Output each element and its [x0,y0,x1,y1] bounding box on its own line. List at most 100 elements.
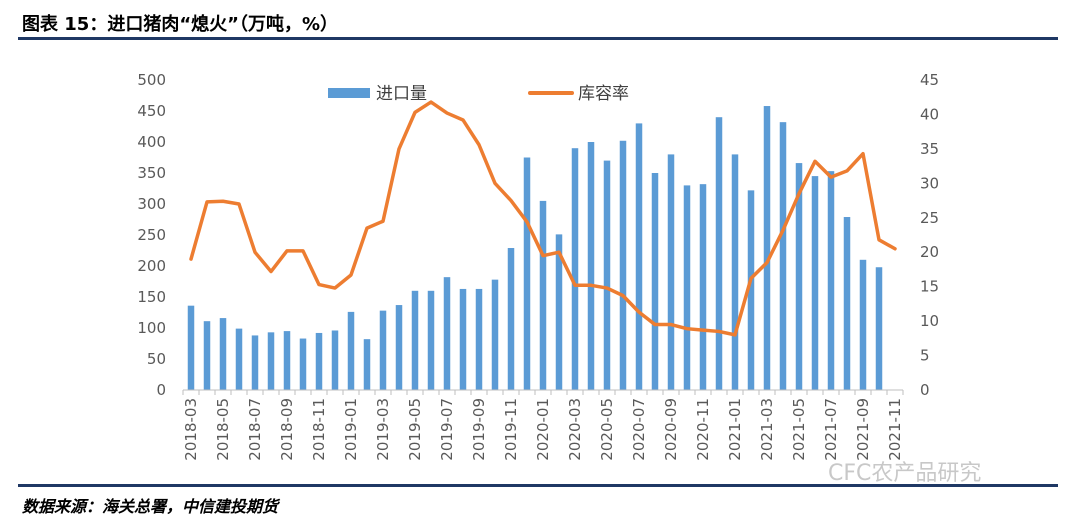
x-tick-label: 2021-09 [854,398,872,461]
bar-2021-09 [859,259,867,390]
bar-2018-05 [219,318,227,390]
bar-2020-01 [539,200,547,390]
x-tick-label: 2018-07 [246,398,264,461]
x-tick-label: 2021-07 [822,398,840,461]
bar-2019-01 [347,311,355,390]
y-left-tick-label: 450 [137,102,166,120]
y-right-tick-label: 35 [920,140,939,158]
bar-2019-11 [507,248,515,390]
bar-2021-10 [875,267,883,390]
bar-2020-09 [667,154,675,390]
legend: 进口量 库容率 [328,84,629,104]
bar-2020-04 [587,142,595,390]
bar-2018-07 [251,335,259,390]
y-right-tick-label: 5 [920,347,930,365]
axes [182,389,904,395]
legend-label-line: 库容率 [578,84,629,104]
bar-2019-08 [459,288,467,390]
x-tick-label: 2020-11 [694,398,712,461]
source-note: 数据来源：海关总署，中信建投期货 [22,497,279,516]
bar-2019-04 [395,305,403,390]
y-right-tick-label: 20 [920,243,939,261]
legend-swatch-bar [328,88,370,98]
bar-2021-04 [779,122,787,390]
y-right-tick-label: 10 [920,312,939,330]
x-tick-label: 2021-03 [758,398,776,461]
top-rule [18,37,1058,40]
x-tick-label: 2020-05 [598,398,616,461]
bar-2021-01 [731,154,739,390]
y-right-tick-label: 25 [920,209,939,227]
bar-2021-05 [795,163,803,390]
bar-2018-12 [331,330,339,390]
bar-2021-02 [747,190,755,390]
x-tick-label: 2018-11 [310,398,328,461]
figure-title: 图表 15：进口猪肉“熄火”（万吨，%） [22,14,339,35]
y-left-tick-label: 250 [137,226,166,244]
x-tick-label: 2020-09 [662,398,680,461]
watermark: CFC农产品研究 [828,461,982,486]
bar-2019-07 [443,277,451,390]
bar-2020-11 [699,184,707,390]
x-tick-label: 2020-01 [534,398,552,461]
bar-2020-08 [651,173,659,390]
x-tick-label: 2018-03 [182,398,200,461]
bar-2020-07 [635,123,643,391]
x-tick-label: 2019-05 [406,398,424,461]
bar-2020-05 [603,160,611,390]
x-tick-label: 2019-01 [342,398,360,461]
bar-2019-03 [379,310,387,390]
bar-2020-10 [683,185,691,390]
x-tick-label: 2021-01 [726,398,744,461]
y-left-tick-label: 0 [156,381,166,399]
bar-2021-06 [811,176,819,390]
bar-2020-03 [571,148,579,390]
y-left-tick-label: 150 [137,288,166,306]
bar-2018-09 [283,331,291,390]
bar-2021-08 [843,217,851,390]
y-right-tick-label: 40 [920,105,939,123]
x-tick-label: 2021-05 [790,398,808,461]
x-tick-label: 2019-09 [470,398,488,461]
x-tick-label: 2020-03 [566,398,584,461]
bar-2018-04 [203,321,211,390]
bar-2020-06 [619,140,627,390]
bar-2018-08 [267,332,275,390]
bar-2020-12 [715,117,723,390]
bar-2019-10 [491,279,499,390]
line-series-capacity [189,100,897,337]
bar-2018-10 [299,338,307,390]
bar-2020-02 [555,234,563,390]
tick-labels: 0 50 100 150 200 250 300 350 400 450 500 0 5 10 15 20 25… [137,71,939,461]
y-left-tick-label: 200 [137,257,166,275]
y-right-tick-label: 15 [920,278,939,296]
bottom-rule [18,484,1058,487]
y-right-tick-label: 0 [920,381,930,399]
bar-2019-05 [411,290,419,390]
bar-2019-12 [523,157,531,390]
bar-2019-06 [427,290,435,390]
bar-2018-03 [187,305,195,390]
y-left-tick-label: 500 [137,71,166,89]
line-capacity-rate [189,100,897,337]
y-left-tick-label: 100 [137,319,166,337]
y-right-tick-label: 30 [920,174,939,192]
y-right-tick-label: 45 [920,71,939,89]
bar-2018-06 [235,328,243,390]
x-tick-label: 2020-07 [630,398,648,461]
bar-2021-07 [827,171,835,390]
x-tick-label: 2019-07 [438,398,456,461]
x-tick-label: 2019-11 [502,398,520,461]
x-tick-label: 2018-09 [278,398,296,461]
x-tick-label: 2018-05 [214,398,232,461]
bar-2019-09 [475,288,483,390]
bar-series-imports [187,106,883,391]
y-left-tick-label: 50 [147,350,166,368]
y-left-tick-label: 400 [137,133,166,151]
y-left-tick-label: 300 [137,195,166,213]
y-left-tick-label: 350 [137,164,166,182]
x-tick-label: 2019-03 [374,398,392,461]
x-tick-label: 2021-11 [886,398,904,461]
